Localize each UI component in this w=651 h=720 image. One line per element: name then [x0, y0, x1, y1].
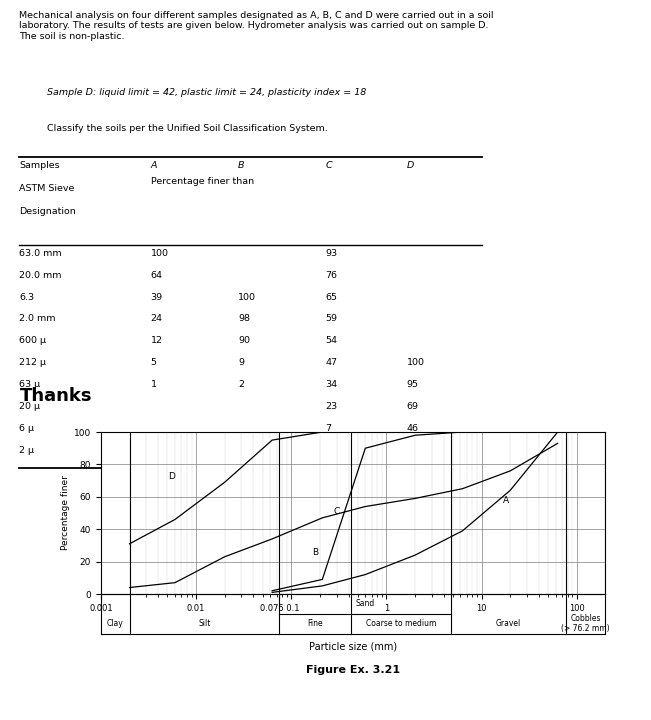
Text: 98: 98: [238, 315, 250, 323]
Text: 100: 100: [407, 359, 424, 367]
Text: 69: 69: [407, 402, 419, 411]
Text: D: D: [168, 472, 175, 481]
Text: Silt: Silt: [199, 619, 211, 628]
Text: 54: 54: [326, 336, 337, 346]
Text: 5: 5: [150, 359, 156, 367]
Text: Samples: Samples: [20, 161, 60, 170]
Text: 39: 39: [150, 292, 163, 302]
Text: A: A: [503, 496, 509, 505]
Text: 31: 31: [407, 446, 419, 455]
Text: 59: 59: [326, 315, 337, 323]
Text: Percentage finer than: Percentage finer than: [150, 176, 254, 186]
Text: 2.0 mm: 2.0 mm: [20, 315, 56, 323]
Text: A: A: [150, 161, 157, 170]
Text: 6 μ: 6 μ: [20, 424, 35, 433]
Text: 63.0 mm: 63.0 mm: [20, 249, 62, 258]
Text: 47: 47: [326, 359, 337, 367]
Text: 64: 64: [150, 271, 163, 280]
Text: 4: 4: [326, 446, 331, 455]
Text: Cobbles
(> 76.2 mm): Cobbles (> 76.2 mm): [561, 614, 610, 634]
Text: 20.0 mm: 20.0 mm: [20, 271, 62, 280]
Text: C: C: [333, 507, 340, 516]
Text: Thanks: Thanks: [20, 387, 92, 405]
Text: Particle size (mm): Particle size (mm): [309, 642, 397, 651]
Text: 90: 90: [238, 336, 250, 346]
Text: 46: 46: [407, 424, 419, 433]
Text: 600 μ: 600 μ: [20, 336, 46, 346]
Text: Clay: Clay: [107, 619, 124, 628]
Text: 1: 1: [150, 380, 156, 389]
Text: 6.3: 6.3: [20, 292, 35, 302]
Text: ASTM Sieve: ASTM Sieve: [20, 184, 75, 192]
Text: 93: 93: [326, 249, 338, 258]
Text: 12: 12: [150, 336, 163, 346]
Text: 65: 65: [326, 292, 337, 302]
Text: D: D: [407, 161, 414, 170]
Y-axis label: Percentage finer: Percentage finer: [61, 476, 70, 550]
Text: C: C: [326, 161, 332, 170]
Text: Coarse to medium: Coarse to medium: [366, 619, 436, 628]
Text: 23: 23: [326, 402, 338, 411]
Text: 212 μ: 212 μ: [20, 359, 46, 367]
Text: B: B: [238, 161, 245, 170]
Text: 76: 76: [326, 271, 337, 280]
Text: Sand: Sand: [355, 599, 375, 608]
Text: 95: 95: [407, 380, 419, 389]
Text: Gravel: Gravel: [495, 619, 521, 628]
Text: Classify the soils per the Unified Soil Classification System.: Classify the soils per the Unified Soil …: [48, 124, 328, 132]
Text: Sample D: liquid limit = 42, plastic limit = 24, plasticity index = 18: Sample D: liquid limit = 42, plastic lim…: [48, 89, 367, 97]
Text: 100: 100: [238, 292, 256, 302]
Text: B: B: [312, 548, 318, 557]
Text: 2: 2: [238, 380, 244, 389]
Text: 9: 9: [238, 359, 244, 367]
Text: Fine: Fine: [307, 619, 323, 628]
Text: Figure Ex. 3.21: Figure Ex. 3.21: [306, 665, 400, 675]
Text: 2 μ: 2 μ: [20, 446, 35, 455]
Text: Designation: Designation: [20, 207, 76, 215]
Text: 34: 34: [326, 380, 338, 389]
Text: 63 μ: 63 μ: [20, 380, 40, 389]
Text: 20 μ: 20 μ: [20, 402, 40, 411]
Text: Mechanical analysis on four different samples designated as A, B, C and D were c: Mechanical analysis on four different sa…: [20, 11, 493, 40]
Text: 7: 7: [326, 424, 331, 433]
Text: 100: 100: [150, 249, 169, 258]
Text: 24: 24: [150, 315, 163, 323]
